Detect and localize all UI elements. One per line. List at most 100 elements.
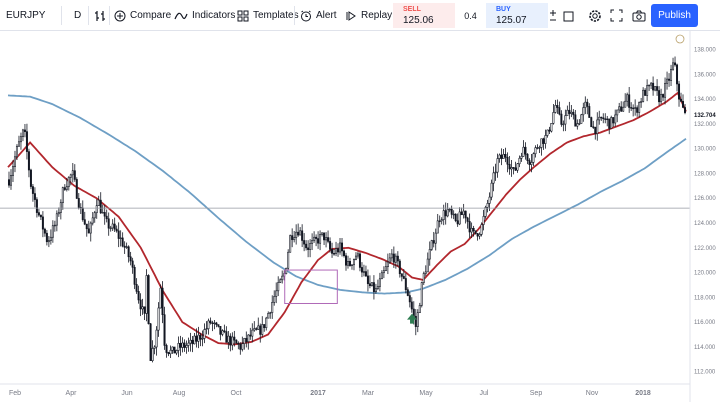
settings-icon — [589, 9, 601, 22]
candle-body — [85, 223, 88, 230]
candle-body — [460, 211, 463, 216]
candle-body — [223, 330, 226, 332]
symbol-search[interactable]: EURJPY — [6, 0, 45, 31]
candle-body — [201, 338, 204, 340]
candle-body — [105, 215, 108, 220]
candle-body — [121, 237, 124, 247]
candle-body — [588, 106, 591, 118]
candle-body — [424, 271, 427, 274]
indicators-label: Indicators — [192, 10, 236, 21]
candle-body — [450, 208, 453, 215]
price-axis[interactable]: 112.000 114.000 116.000 118.000 120.000 122.0… — [675, 31, 720, 402]
candle-body — [169, 349, 172, 355]
arrow-up-marker — [407, 313, 418, 324]
candle-body — [434, 232, 437, 244]
candle-body — [89, 222, 92, 234]
candle-body — [97, 199, 100, 206]
compare-button[interactable]: Compare — [114, 0, 171, 31]
candle-body — [245, 338, 248, 342]
candle-body — [662, 94, 665, 98]
candle-body — [67, 177, 70, 187]
candle-body — [109, 227, 112, 230]
candle-body — [600, 116, 603, 119]
moving-averages — [7, 91, 687, 346]
candle-body — [113, 223, 116, 230]
candle-body — [119, 237, 122, 240]
candle-body — [133, 266, 136, 285]
templates-button[interactable]: Templates — [237, 0, 299, 31]
buy-button[interactable]: BUY 125.07 — [486, 3, 548, 28]
time-axis[interactable]: Feb Apr Jun Aug Oct 2017 Mar May Jul Sep Nov 2018 — [0, 383, 690, 397]
candle-body — [394, 255, 397, 263]
candle-body — [255, 328, 258, 330]
candle-body — [528, 160, 531, 165]
alert-button[interactable]: Alert — [300, 0, 337, 31]
price-tick-label: 116.000 — [694, 320, 716, 326]
zoom-in-button[interactable] — [547, 0, 559, 31]
candle-body — [678, 83, 681, 100]
candle-body — [159, 287, 162, 309]
candle-body — [562, 123, 565, 126]
candle-body — [233, 336, 236, 341]
scale-button[interactable] — [563, 0, 575, 31]
candle-body — [634, 107, 637, 109]
candle-body — [7, 179, 10, 186]
candle-body — [510, 167, 513, 170]
candle-body — [348, 260, 351, 266]
candle-body — [568, 109, 571, 114]
candle-body — [378, 278, 381, 287]
interval-selector[interactable]: D — [74, 0, 81, 31]
candle-body — [682, 101, 685, 108]
bars-style-icon — [95, 10, 105, 21]
candle-body — [520, 155, 523, 159]
bar-style-button[interactable] — [94, 0, 106, 31]
candle-body — [442, 210, 445, 220]
candle-body — [660, 94, 663, 103]
candle-body — [560, 113, 563, 125]
candle-body — [179, 342, 182, 348]
candle-body — [341, 242, 344, 252]
candle-body — [225, 331, 228, 343]
sell-label: SELL — [403, 6, 421, 13]
candle-body — [612, 117, 615, 124]
indicators-button[interactable]: Indicators — [174, 0, 235, 31]
buy-label: BUY — [496, 6, 511, 13]
price-tick-label: 130.000 — [694, 147, 716, 153]
candle-body — [432, 240, 435, 244]
replay-icon — [346, 10, 356, 21]
time-tick-label: Sep — [530, 390, 543, 397]
candle-body — [15, 145, 18, 158]
candle-body — [484, 206, 487, 217]
candle-body — [195, 335, 198, 342]
candle-body — [636, 107, 639, 113]
candle-body — [243, 338, 246, 344]
candle-body — [315, 236, 318, 239]
candle-body — [311, 240, 314, 244]
sell-button[interactable]: SELL 125.06 — [393, 3, 455, 28]
templates-icon — [237, 10, 249, 21]
candle-body — [321, 232, 324, 235]
candle-body — [75, 179, 78, 199]
snapshot-button[interactable] — [632, 0, 646, 31]
candle-body — [458, 211, 461, 225]
fullscreen-button[interactable] — [610, 0, 623, 31]
toolbar-divider — [61, 6, 62, 25]
candle-body — [548, 129, 551, 132]
candle-body — [640, 101, 643, 103]
candle-body — [584, 101, 587, 108]
price-axis-background — [690, 31, 720, 402]
candle-body — [598, 116, 601, 121]
price-chart[interactable]: 112.000 114.000 116.000 118.000 120.000 122.0… — [0, 31, 720, 402]
replay-button[interactable]: Replay — [345, 0, 392, 31]
candle-body — [261, 324, 264, 335]
candle-body — [203, 329, 206, 339]
candle-body — [25, 131, 28, 152]
candle-body — [129, 256, 132, 262]
candle-body — [135, 284, 138, 292]
price-tick-label: 126.000 — [694, 196, 716, 202]
templates-label: Templates — [253, 10, 299, 21]
candle-body — [273, 296, 276, 303]
publish-button[interactable]: Publish — [651, 4, 698, 27]
candle-body — [11, 166, 14, 176]
settings-button[interactable] — [588, 0, 602, 31]
